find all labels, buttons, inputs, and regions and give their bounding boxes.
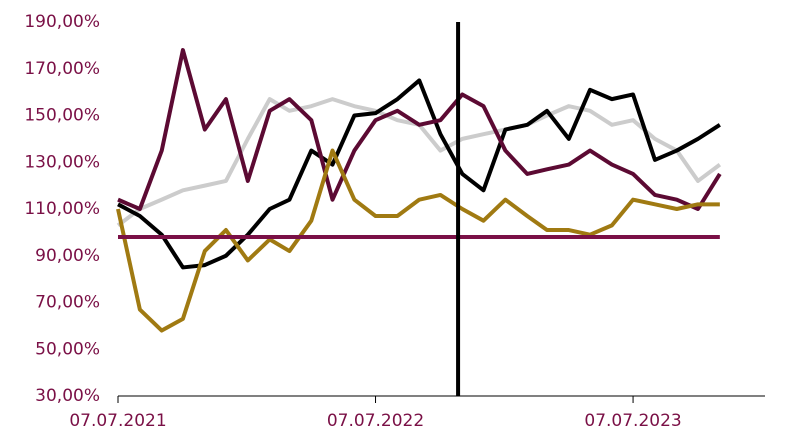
x-tick-label: 07.07.2021 xyxy=(69,411,166,431)
y-tick-label: 70,00% xyxy=(35,293,100,313)
series-line xyxy=(117,78,721,270)
y-tick-label: 110,00% xyxy=(24,199,100,219)
y-tick-label: 30,00% xyxy=(35,386,100,406)
x-tick-label: 07.07.2022 xyxy=(327,411,424,431)
series-line xyxy=(117,48,722,211)
series-line xyxy=(116,148,720,333)
x-tick-label: 07.07.2023 xyxy=(584,411,681,431)
y-tick-label: 90,00% xyxy=(35,246,100,266)
y-tick-label: 150,00% xyxy=(24,106,100,126)
y-tick-label: 170,00% xyxy=(24,59,100,79)
y-tick-label: 130,00% xyxy=(24,152,100,172)
y-tick-label: 50,00% xyxy=(35,339,100,359)
y-tick-label: 190,00% xyxy=(24,12,100,32)
